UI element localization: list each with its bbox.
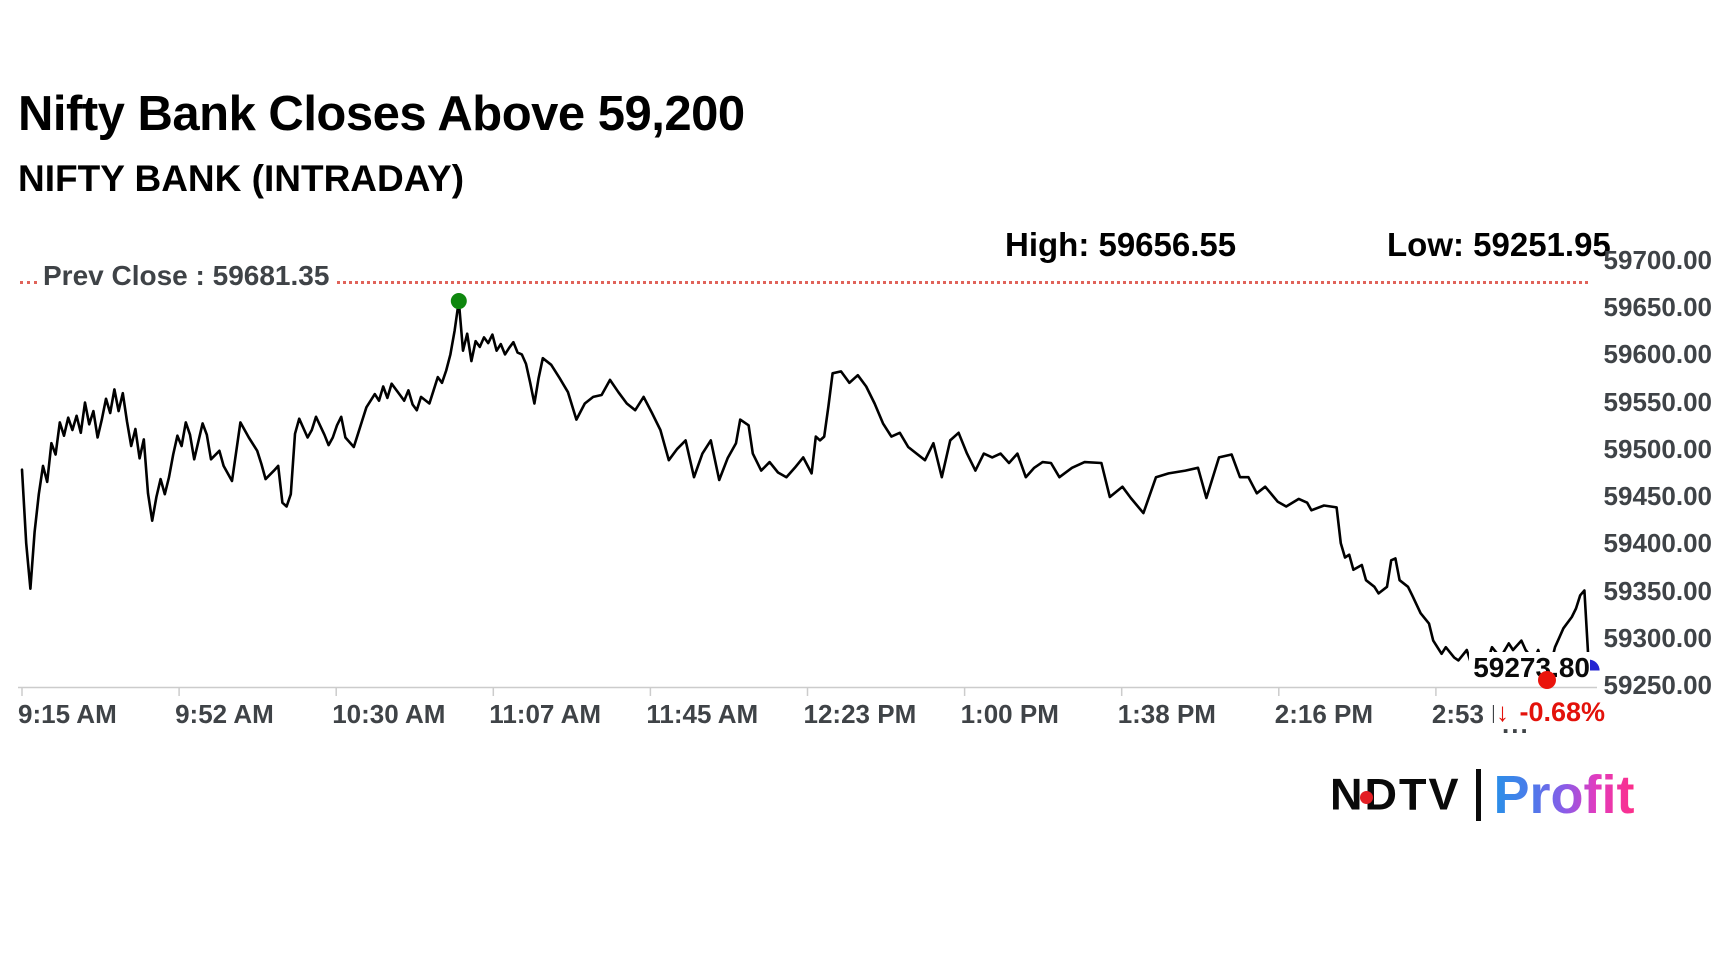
change-percent: -0.68% <box>1519 697 1606 727</box>
low-stat: Low: 59251.95 <box>1387 226 1611 263</box>
truncation-dots: ... <box>1502 709 1530 739</box>
y-tick-label: 59250.00 <box>1603 669 1712 700</box>
ndtv-red-dot-icon <box>1360 791 1373 804</box>
y-tick-label: 59600.00 <box>1603 339 1712 370</box>
y-tick-label: 59550.00 <box>1603 386 1712 417</box>
x-tick-label: 9:52 AM <box>175 699 274 729</box>
y-tick-label: 59450.00 <box>1603 481 1712 512</box>
prev-close-line-left-stub <box>20 281 37 284</box>
high-stat: High: 59656.55 <box>1005 226 1237 263</box>
page-title: Nifty Bank Closes Above 59,200 <box>18 87 745 141</box>
last-price-label: 59273.80 <box>1469 652 1590 684</box>
x-tick-label: 1:00 PM <box>960 699 1059 729</box>
x-tick-label: 10:30 AM <box>332 699 446 729</box>
x-tick-label: 11:07 AM <box>489 699 602 729</box>
ndtv-logo-text: NDTV <box>1330 769 1461 820</box>
low-marker-dot-icon <box>1537 671 1556 690</box>
x-tick-label: 2:16 PM <box>1274 699 1374 729</box>
change-annotation: ↓ ... -0.68% <box>1494 696 1610 739</box>
y-tick-label: 59400.00 <box>1603 528 1712 559</box>
chart-subtitle: NIFTY BANK (INTRADAY) <box>18 158 465 199</box>
x-tick-label: 11:45 AM <box>646 699 759 729</box>
y-axis-labels: 59700.00 59650.00 59600.00 59550.00 59500.00… <box>1594 0 1712 972</box>
y-tick-label: 59350.00 <box>1603 575 1712 606</box>
y-tick-label: 59650.00 <box>1603 292 1712 323</box>
x-tick-label: 1:38 PM <box>1117 699 1216 729</box>
x-tick-label: 12:23 PM <box>803 699 917 729</box>
ndtv-profit-logo: NDTV Profit <box>1330 765 1635 825</box>
prev-close-dotted-line <box>325 281 1588 284</box>
profit-logo-text: Profit <box>1493 765 1635 825</box>
y-tick-label: 59700.00 <box>1603 245 1712 275</box>
x-tick-label: 9:15 AM <box>18 699 117 729</box>
down-arrow-icon: ↓ <box>1496 697 1509 727</box>
logo-separator-bar <box>1475 769 1481 821</box>
y-tick-label: 59300.00 <box>1603 622 1712 653</box>
y-tick-label: 59500.00 <box>1603 433 1712 464</box>
prev-close-label: Prev Close : 59681.35 <box>43 260 336 292</box>
